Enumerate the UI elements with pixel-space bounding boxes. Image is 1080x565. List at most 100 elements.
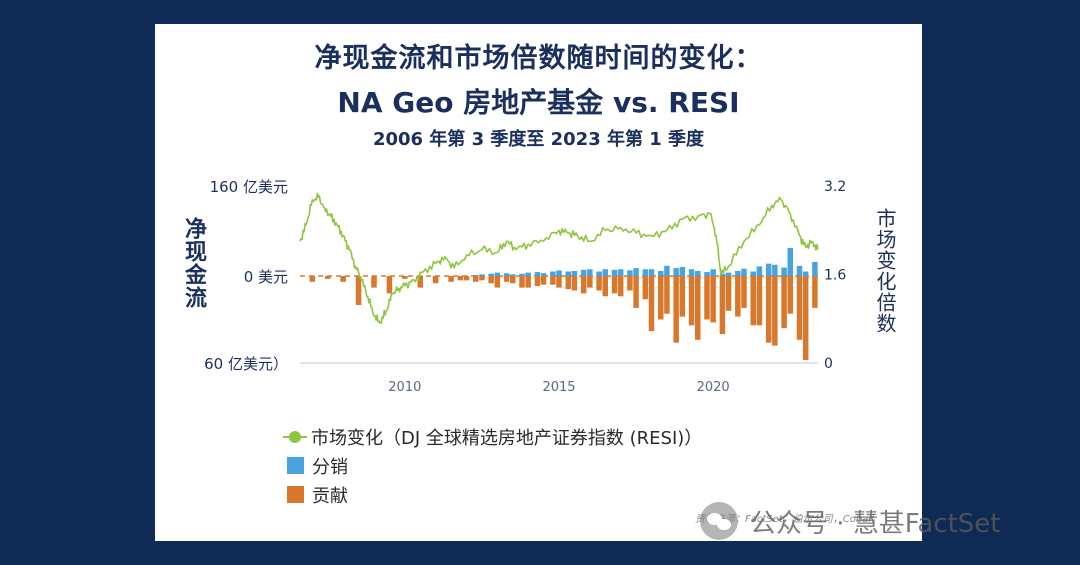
bar-contribution <box>371 276 377 288</box>
bar-distribution <box>695 270 701 276</box>
bar-distribution <box>494 272 501 276</box>
x-tick-label: 2020 <box>697 380 730 395</box>
bar-contribution <box>679 276 686 317</box>
watermark-text: 公众号 · 慧甚FactSet <box>750 508 1001 539</box>
bar-distribution <box>812 261 818 276</box>
bar-contribution <box>386 276 393 294</box>
bar-contribution <box>432 276 439 284</box>
bar-contribution <box>787 276 793 314</box>
bar-contribution <box>695 276 701 340</box>
watermark: 公众号 · 慧甚FactSet <box>700 502 1000 540</box>
market-multiple-line <box>299 192 819 325</box>
bar-distribution <box>725 272 732 276</box>
bar-contribution <box>457 276 464 281</box>
bar-distribution <box>633 268 639 276</box>
bar-distribution <box>565 271 571 276</box>
legend-line-swatch <box>283 427 307 447</box>
bar-contribution <box>565 276 571 290</box>
legend: 市场变化（DJ 全球精选房地产证券指数 (RESI)） 分销 贡献 <box>283 422 702 509</box>
bar-distribution <box>756 266 763 276</box>
bar-contribution <box>802 276 809 361</box>
bar-contribution <box>772 276 778 346</box>
bar-distribution <box>765 263 772 276</box>
bar-contribution <box>510 276 516 284</box>
bar-distribution <box>534 272 541 276</box>
bar-contribution <box>688 276 695 326</box>
bar-contribution <box>340 276 346 282</box>
y-left-tick-label: 0 美元 <box>244 268 288 286</box>
bar-distribution <box>772 264 778 276</box>
bar-distribution <box>664 265 670 276</box>
bar-distribution <box>540 273 547 276</box>
bar-contribution <box>710 276 716 323</box>
bar-contribution <box>519 276 525 288</box>
legend-swatch-contributions <box>287 486 304 503</box>
bar-distribution <box>704 272 710 276</box>
bar-contribution <box>796 276 803 340</box>
legend-label-contributions: 贡献 <box>312 485 348 507</box>
bar-contribution <box>658 276 664 320</box>
bar-distribution <box>525 272 531 276</box>
chart-subtitle: 2006 年第 3 季度至 2023 年第 1 季度 <box>372 129 705 150</box>
bar-distribution <box>802 271 809 276</box>
bar-distribution <box>673 268 679 276</box>
bar-contribution <box>463 276 470 281</box>
bar-distribution <box>580 269 587 276</box>
bar-distribution <box>550 271 556 276</box>
bar-contribution <box>540 276 547 285</box>
bar-distribution <box>571 270 578 276</box>
bar-distribution <box>473 274 479 276</box>
bar-contribution <box>534 276 541 287</box>
bar-contribution <box>704 276 710 320</box>
bar-distribution <box>519 273 525 276</box>
bar-distribution <box>750 271 756 276</box>
chart-plot: 160 亿美元 0 美元 60 亿美元） 3.2 1.6 0 2010 2015 2020 <box>204 178 846 395</box>
bar-contribution <box>719 276 726 334</box>
bar-distribution <box>679 267 686 276</box>
bar-distribution <box>596 271 602 276</box>
bar-contribution <box>473 276 479 282</box>
bar-contribution <box>448 276 454 282</box>
bar-contribution <box>781 276 787 329</box>
bar-contribution <box>664 276 670 314</box>
bar-distribution <box>658 270 664 276</box>
bar-distribution <box>719 273 726 276</box>
bar-contribution <box>750 276 756 326</box>
bar-distribution <box>617 269 624 276</box>
bar-contribution <box>587 276 593 288</box>
legend-item-contributions: 贡献 <box>283 480 702 509</box>
chart-card: 净现金流和市场倍数随时间的变化： NA Geo 房地产基金 vs. RESI 2… <box>155 24 922 541</box>
legend-swatch-distributions <box>287 457 304 474</box>
bar-distribution <box>556 270 562 276</box>
bar-contribution <box>765 276 772 343</box>
bar-distribution <box>479 274 485 276</box>
bar-contribution <box>673 276 679 343</box>
bar-distribution <box>642 269 649 276</box>
bar-contribution <box>479 276 485 281</box>
bar-contribution <box>355 276 362 305</box>
bar-distribution <box>688 269 695 276</box>
bar-contribution <box>648 276 655 332</box>
legend-item-market: 市场变化（DJ 全球精选房地产证券指数 (RESI)） <box>283 422 702 451</box>
bar-contribution <box>525 276 531 288</box>
y-left-tick-label: 60 亿美元） <box>204 355 288 373</box>
bar-distribution <box>611 269 618 276</box>
y-axis-left-label: 净现金流 <box>181 217 206 309</box>
bar-contribution <box>741 276 747 308</box>
bar-distribution <box>503 273 510 276</box>
chart-title-line2: NA Geo 房地产基金 vs. RESI <box>337 86 740 119</box>
legend-item-distributions: 分销 <box>283 451 702 480</box>
bar-contribution <box>611 276 618 294</box>
legend-label-distributions: 分销 <box>312 456 348 478</box>
bar-distribution <box>510 274 516 276</box>
source-note: 资料来源：FactSet，伯尔公司，Cobalt <box>695 514 875 525</box>
bar-distribution <box>627 270 633 276</box>
bar-contribution <box>488 276 494 284</box>
bar-distribution <box>488 273 494 276</box>
legend-label-market: 市场变化（DJ 全球精选房地产证券指数 (RESI)） <box>311 427 703 449</box>
bar-contribution <box>503 276 510 282</box>
bar-contribution <box>602 276 608 297</box>
y-right-tick-label: 1.6 <box>824 268 846 284</box>
y-axis-right-label: 市场变化倍数 <box>873 208 897 334</box>
bar-contribution <box>756 276 763 326</box>
